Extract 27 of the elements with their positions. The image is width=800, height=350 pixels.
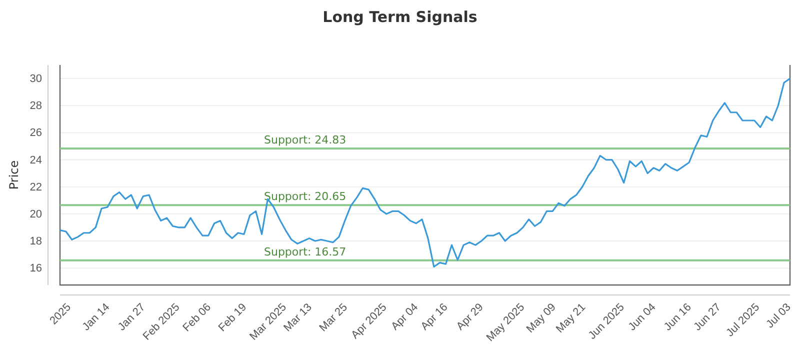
x-tick-label: Apr 29 (454, 301, 486, 333)
x-tick-label: Feb 19 (216, 301, 250, 334)
x-tick-label: Mar 25 (317, 301, 350, 334)
y-tick-label: 30 (30, 73, 42, 86)
x-tick-label: Jun 16 (662, 301, 694, 334)
y-axis-title: Price (7, 160, 21, 190)
y-tick-label: 22 (30, 181, 42, 194)
x-tick-label: Apr 04 (389, 301, 421, 333)
line-series (59, 78, 791, 268)
x-tick-label: Jan 14 (80, 301, 112, 334)
ref-line-label: Support: 16.57 (264, 245, 346, 258)
x-tick-label: Jan 27 (116, 301, 148, 334)
x-tick-label: Feb 06 (180, 301, 214, 334)
y-tick-label: 16 (30, 262, 42, 275)
y-tick-label: 18 (30, 236, 42, 248)
ref-line-label: Support: 20.65 (264, 190, 346, 204)
x-tick-label: May 21 (554, 301, 588, 336)
x-tick-label: Jun 27 (692, 301, 724, 334)
ref-line-label: Support: 24.83 (264, 134, 346, 147)
y-tick-label: 20 (30, 208, 42, 220)
x-tick-label: Jul 03 (764, 301, 794, 331)
y-tick-label: 24 (30, 154, 42, 166)
x-tick-label: Apr 16 (418, 301, 450, 333)
x-tick-label: Jun 04 (626, 301, 658, 334)
y-tick-label: 26 (30, 127, 42, 140)
y-tick-label: 28 (30, 100, 42, 112)
chart-title: Long Term Signals (322, 8, 478, 26)
